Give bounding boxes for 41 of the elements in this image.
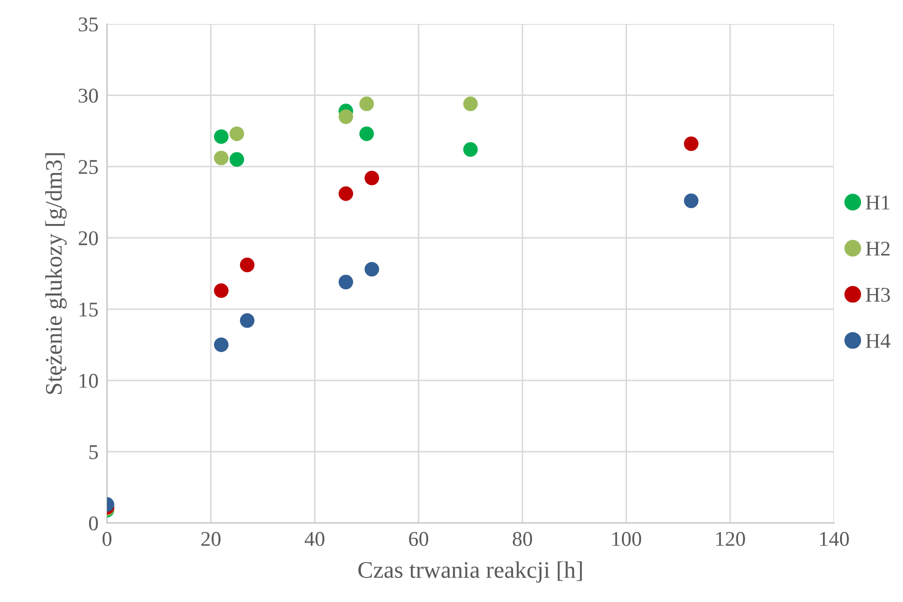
- x-tick-label: 0: [102, 532, 112, 546]
- x-tick-label: 20: [201, 532, 220, 546]
- point: [463, 96, 478, 112]
- legend-label: H3: [866, 288, 890, 302]
- y-tick-label: 35: [78, 17, 98, 32]
- point: [214, 129, 229, 144]
- point: [230, 152, 244, 167]
- point: [240, 313, 254, 328]
- point: [338, 109, 354, 124]
- point: [230, 126, 244, 142]
- point: [684, 194, 698, 208]
- point: [463, 142, 478, 157]
- x-tick-label: 60: [409, 532, 428, 546]
- point: [364, 170, 380, 186]
- y-tick-label: 0: [89, 516, 98, 530]
- legend-label: H4: [866, 334, 890, 348]
- x-axis-title: Czas trwania reakcji [h]: [358, 561, 582, 583]
- point: [214, 338, 229, 352]
- x-tick-label: 40: [304, 532, 324, 546]
- point: [359, 126, 374, 142]
- y-tick-label: 5: [89, 445, 98, 460]
- y-tick-label: 15: [80, 302, 98, 317]
- point: [684, 136, 698, 152]
- point: [338, 274, 354, 290]
- y-axis-title: Stężenie glukozy [g/dm3]: [45, 153, 67, 394]
- y-tick-label: 10: [80, 374, 98, 388]
- point: [214, 283, 229, 298]
- point: [240, 258, 254, 272]
- x-tick-label: 120: [716, 532, 745, 546]
- point: [214, 150, 229, 166]
- y-tick-label: 30: [78, 88, 98, 103]
- legend-label: H2: [866, 242, 890, 256]
- x-tick-label: 100: [612, 532, 642, 546]
- x-tick-label: 80: [512, 532, 532, 546]
- y-tick-label: 25: [78, 160, 98, 174]
- x-tick-label: 140: [820, 532, 849, 546]
- y-tick-label: 20: [78, 231, 98, 246]
- point: [359, 96, 374, 112]
- point: [364, 262, 380, 277]
- legend-label: H1: [866, 196, 890, 210]
- point: [338, 186, 354, 201]
